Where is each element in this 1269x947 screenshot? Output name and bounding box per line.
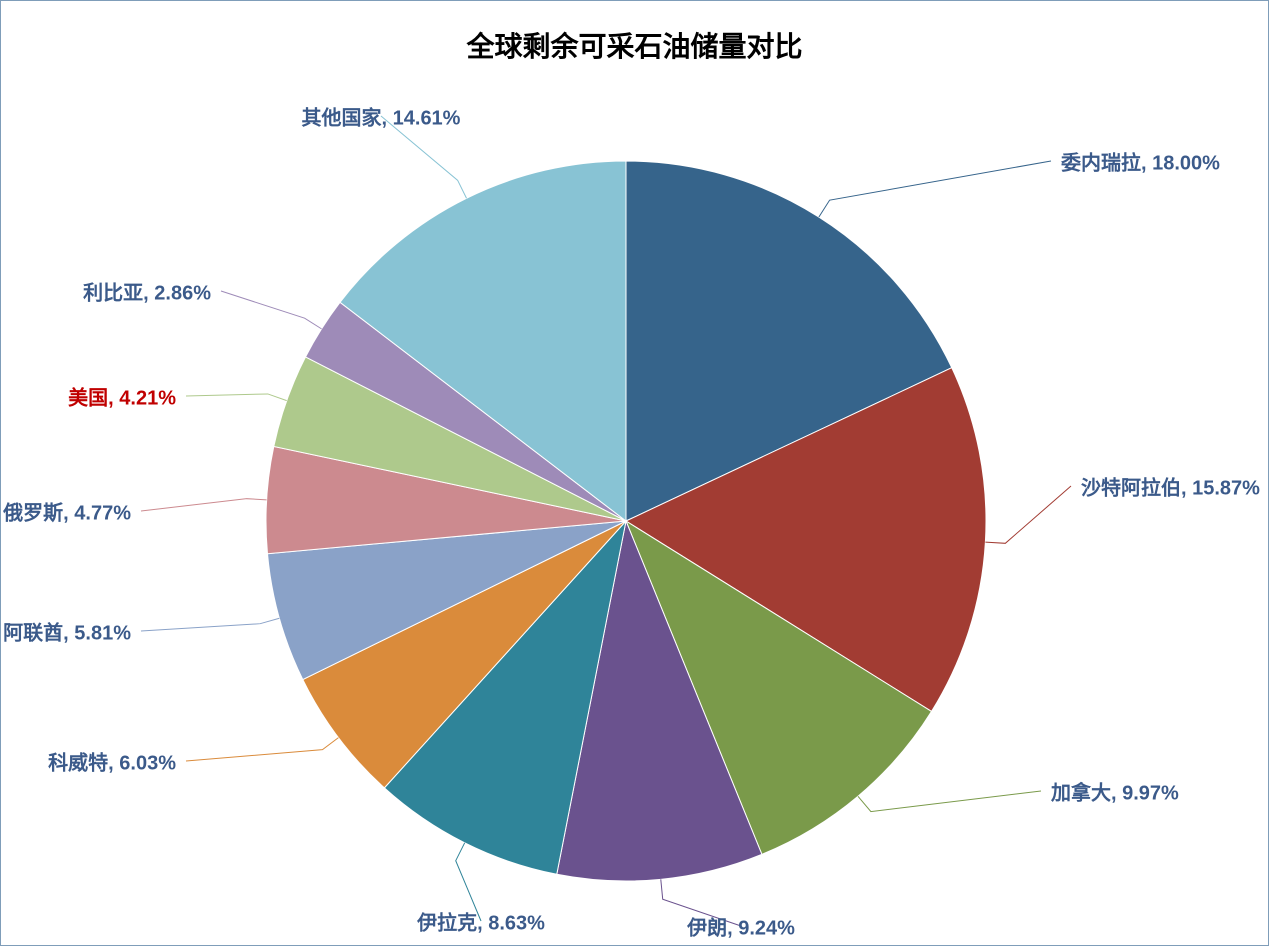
slice-label: 伊拉克, 8.63% [417,907,545,936]
slice-label: 利比亚, 2.86% [83,277,211,306]
slice-label: 科威特, 6.03% [48,747,176,776]
leader-line [141,499,267,511]
slice-label: 其他国家, 14.61% [302,102,461,131]
leader-line [858,791,1041,812]
slice-label: 沙特阿拉伯, 15.87% [1081,472,1260,501]
slice-label: 美国, 4.21% [68,382,176,411]
leader-line [221,291,322,329]
pie-slices [266,161,986,881]
slice-label: 委内瑞拉, 18.00% [1061,147,1220,176]
slice-label: 伊朗, 9.24% [687,912,795,941]
slice-label: 阿联酋, 5.81% [3,617,131,646]
leader-line [186,738,338,761]
leader-line [186,394,287,401]
slice-label: 俄罗斯, 4.77% [3,497,131,526]
chart-frame: 全球剩余可采石油储量对比 委内瑞拉, 18.00%沙特阿拉伯, 15.87%加拿… [0,0,1269,946]
leader-line [985,486,1071,543]
slice-label: 加拿大, 9.97% [1051,777,1179,806]
leader-line [819,161,1051,217]
leader-line [141,618,279,631]
